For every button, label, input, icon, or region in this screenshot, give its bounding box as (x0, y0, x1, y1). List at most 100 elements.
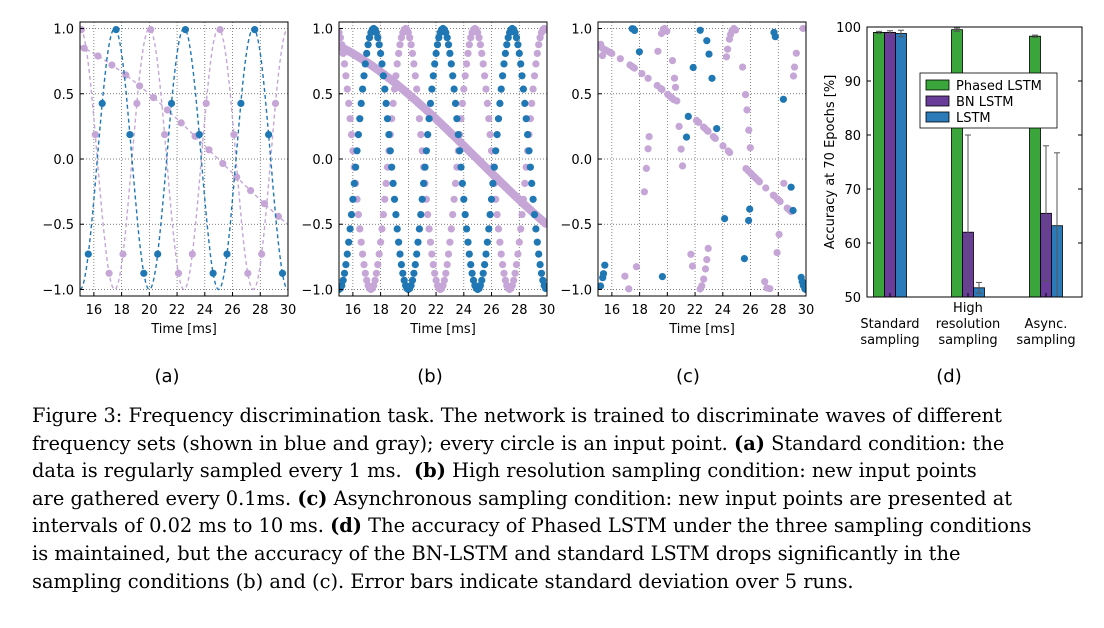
series-blue-point (383, 115, 392, 123)
series-blue-point (154, 250, 162, 258)
series-lilac-slow-point (149, 94, 158, 102)
series-lilac-point (389, 99, 397, 107)
caption-label-b: (b) (414, 459, 446, 483)
panel-b-wave-plot: 16 18 20 22 24 26 28 30 1.0 0.5 0.0 −0.5 −1.0 Time [m… (301, 21, 555, 337)
series-blue-point (525, 147, 533, 155)
series-lilac-point (515, 238, 523, 246)
series-lilac-point (493, 211, 501, 219)
series-lilac-point (663, 27, 671, 35)
category-label: Async. (1025, 317, 1068, 332)
series-blue-point (465, 250, 473, 258)
x-tick-label: 28 (511, 303, 528, 318)
series-lilac-point (464, 49, 472, 58)
plot-area (339, 24, 547, 294)
panel-c-wave-plot: 16 18 20 22 24 26 28 30 1.0 0.5 0.0 −0.5 −1.0 Time [m… (560, 21, 814, 337)
series-blue-point (112, 26, 120, 34)
series-lilac-point (188, 250, 196, 258)
y-tick-label: −1.0 (42, 283, 74, 298)
y-tick-label: 0.0 (571, 153, 592, 168)
series-blue-point (696, 26, 704, 34)
series-lilac-point (792, 49, 800, 57)
panel-label-b: (b) (417, 366, 442, 387)
series-blue-point (529, 195, 537, 203)
series-blue-point (456, 147, 464, 155)
series-blue-point (381, 85, 389, 93)
series-lilac-point (230, 131, 238, 139)
series-blue-point (789, 206, 797, 215)
series-lilac-point (431, 269, 439, 277)
series-blue-point (478, 276, 486, 284)
series-lilac-point (775, 230, 783, 238)
series-lilac-point (675, 122, 683, 130)
series-lilac-point (347, 131, 356, 139)
series-blue-point (379, 72, 387, 80)
series-lilac-point (789, 72, 798, 80)
series-lilac-slow-point (644, 74, 652, 82)
x-tick-label: 26 (224, 303, 241, 318)
series-blue-point (378, 60, 386, 68)
category-label: Standard (860, 317, 919, 332)
series-blue-point (517, 60, 525, 68)
panel-label-d: (d) (936, 366, 961, 387)
y-tick-label: 90 (844, 75, 861, 90)
series-blue-point (524, 131, 532, 139)
caption-line-3: data is regularly sampled every 1 ms. (b… (32, 457, 1088, 485)
series-lilac-point (722, 53, 731, 61)
series-lilac-point (346, 115, 354, 123)
series-lilac-point (378, 225, 386, 233)
series-blue-point (347, 211, 356, 219)
series-lilac-point (428, 250, 436, 258)
series-blue-point (237, 99, 245, 107)
series-lilac-point (746, 144, 754, 152)
series-blue-point (377, 49, 385, 58)
series-blue-point (533, 238, 541, 246)
legend-entry: Phased LSTM (956, 79, 1042, 94)
caption-line-4: are gathered every 0.1ms. (c) Asynchrono… (32, 485, 1088, 513)
series-lilac-point (415, 115, 423, 123)
series-blue-point (364, 41, 372, 49)
series-blue-point (745, 216, 753, 225)
series-blue-point (492, 147, 500, 155)
series-lilac-point (512, 261, 521, 269)
series-blue-point (278, 269, 287, 277)
series-blue-point (458, 179, 466, 187)
series-blue-point (514, 41, 522, 49)
plot-frame (866, 26, 1083, 298)
series-lilac-point (654, 47, 662, 55)
series-blue-point (342, 261, 350, 269)
series-lilac-slow-point (726, 148, 734, 157)
series-lilac-slow-point (630, 64, 639, 72)
series-lilac-point (688, 262, 697, 270)
series-lilac-point (429, 261, 437, 269)
series-blue-point (417, 211, 425, 219)
series-blue-point (418, 195, 426, 203)
series-lilac-point (535, 41, 543, 49)
series-blue-point (126, 131, 134, 139)
series-lilac-point (743, 106, 751, 114)
x-tick-label: 28 (770, 303, 787, 318)
series-blue-point (140, 269, 148, 277)
series-lilac-point (766, 285, 774, 293)
series-blue-point (519, 85, 528, 93)
series-blue-point (598, 282, 605, 290)
series-blue-point (424, 131, 432, 139)
series-blue-point (446, 49, 454, 58)
series-blue-point (425, 115, 433, 123)
series-lilac-point (424, 211, 432, 219)
series-lilac-point (133, 99, 141, 107)
series-lilac-point (407, 41, 415, 49)
series-blue-point (449, 72, 457, 80)
series-lilac-point (406, 34, 414, 42)
x-tick-label: 28 (252, 303, 269, 318)
figure-3: 16 18 20 22 24 26 28 30 1.0 0.5 0.0 −0.5 −1.0 Time [m… (42, 21, 1083, 387)
series-lilac-point (408, 49, 417, 58)
series-lilac-point (500, 269, 508, 277)
series-blue-point (433, 41, 442, 49)
series-blue-point (352, 163, 360, 171)
series-lilac-point (359, 250, 367, 258)
series-lilac-point (147, 26, 155, 34)
series-lilac-slow-point (762, 184, 770, 192)
series-blue-point (601, 261, 609, 269)
series-blue-point (526, 163, 535, 171)
series-blue-point (451, 99, 460, 107)
